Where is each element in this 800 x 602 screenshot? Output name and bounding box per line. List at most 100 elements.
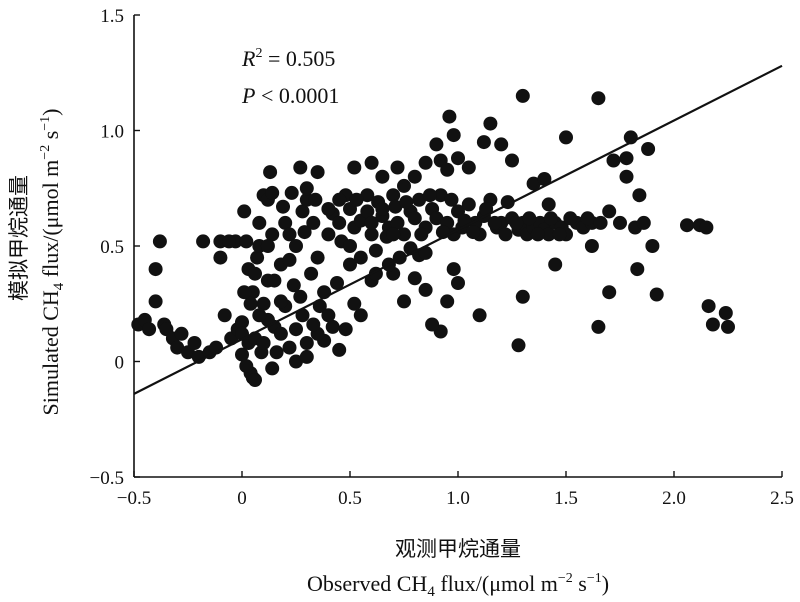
data-point	[321, 308, 336, 323]
y-axis-title-cn-group: 模拟甲烷通量	[7, 175, 31, 301]
data-point	[260, 239, 275, 253]
y-title-part: Simulated CH	[38, 290, 63, 415]
data-point	[239, 359, 254, 374]
data-point	[375, 202, 390, 216]
data-point	[360, 204, 375, 219]
data-point	[343, 239, 357, 253]
data-point	[273, 326, 288, 341]
data-point	[559, 130, 573, 145]
data-point	[297, 225, 312, 240]
data-point	[252, 308, 267, 323]
x-tick-label: −0.5	[117, 488, 151, 509]
data-point	[170, 340, 185, 355]
data-point	[250, 250, 265, 265]
data-point	[375, 169, 390, 184]
data-point	[368, 243, 383, 258]
data-point	[543, 211, 558, 226]
y-title-part: )	[38, 109, 63, 116]
data-point	[325, 319, 340, 334]
data-point	[505, 153, 519, 168]
data-point	[429, 211, 444, 226]
data-point	[632, 188, 647, 203]
data-point	[511, 338, 526, 353]
r-squared-superscript: 2	[255, 46, 262, 61]
data-point	[483, 116, 498, 131]
x-title-sub: 4	[427, 584, 435, 600]
data-point	[606, 153, 621, 168]
x-tick-label: 2.5	[770, 488, 794, 509]
data-point	[442, 109, 457, 124]
data-point	[310, 250, 325, 265]
points-layer	[131, 88, 735, 387]
data-point	[433, 188, 448, 203]
data-point	[407, 271, 422, 286]
data-point	[239, 234, 254, 249]
data-point	[718, 306, 733, 320]
data-point	[466, 225, 481, 240]
x-title-sup: −1	[587, 571, 602, 586]
data-point	[217, 308, 232, 323]
data-point	[248, 373, 262, 387]
data-point	[265, 185, 280, 200]
data-point	[187, 336, 202, 350]
y-tick-label: −0.5	[90, 468, 124, 489]
data-point	[148, 294, 163, 309]
data-point	[332, 342, 347, 357]
data-point	[265, 227, 280, 242]
data-point	[235, 347, 249, 362]
data-point	[472, 308, 487, 323]
data-point	[412, 192, 427, 207]
data-point	[515, 289, 530, 304]
data-point	[705, 317, 720, 332]
data-point	[332, 215, 347, 230]
data-point	[330, 276, 344, 290]
data-point	[148, 262, 163, 277]
data-point	[360, 188, 375, 203]
data-point	[414, 227, 429, 242]
data-point	[399, 195, 414, 210]
x-tick-label: 2.0	[662, 488, 686, 509]
data-point	[530, 227, 545, 242]
data-point	[256, 296, 271, 311]
data-point	[364, 227, 379, 242]
data-point	[196, 234, 211, 249]
data-point	[282, 340, 297, 355]
data-point	[446, 262, 461, 277]
data-point	[440, 294, 455, 309]
data-point	[425, 317, 440, 332]
data-point	[267, 273, 282, 288]
data-point	[580, 211, 595, 226]
y-axis-title-en-group: Simulated CH4 flux/(μmol m−2 s−1)	[38, 109, 67, 416]
data-point	[515, 88, 530, 103]
data-point	[306, 215, 321, 230]
data-point	[645, 239, 660, 253]
data-point	[299, 349, 314, 364]
data-point	[397, 178, 411, 193]
data-point	[591, 91, 606, 106]
data-point	[563, 211, 578, 226]
data-point	[343, 257, 357, 272]
data-point	[476, 135, 491, 150]
data-point	[494, 137, 509, 152]
data-point	[602, 285, 617, 300]
data-point	[295, 308, 310, 323]
r-squared-symbol: R	[241, 46, 256, 71]
data-point	[295, 204, 310, 219]
data-point	[263, 165, 278, 180]
data-point	[237, 285, 252, 300]
data-point	[252, 215, 267, 230]
x-title-part: s	[573, 571, 587, 596]
y-title-sub: 4	[51, 282, 67, 290]
data-point	[526, 176, 541, 191]
data-point	[273, 294, 288, 309]
data-point	[444, 192, 459, 207]
x-axis-title-en: Observed CH4 flux/(μmol m−2 s−1)	[307, 571, 609, 600]
regression-line	[133, 64, 783, 395]
data-point	[286, 278, 301, 293]
data-point	[289, 354, 303, 369]
data-point	[451, 151, 465, 166]
data-point	[174, 326, 189, 341]
data-point	[397, 294, 411, 309]
data-point	[310, 165, 325, 180]
